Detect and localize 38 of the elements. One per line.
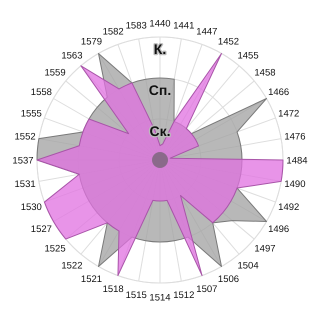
spoke-label: 1440 — [149, 18, 171, 30]
spoke-label: 1579 — [80, 36, 102, 48]
spoke-label: 1472 — [278, 108, 300, 120]
spoke-label: 1492 — [278, 202, 300, 214]
spoke-label: 1522 — [61, 260, 83, 272]
spoke-label: 1559 — [44, 67, 66, 78]
spoke-label: 1537 — [12, 155, 34, 166]
spoke-label: 1458 — [254, 67, 276, 78]
spoke-label: 1466 — [268, 86, 290, 98]
spoke-label: 1447 — [196, 26, 218, 38]
spoke-label: 1506 — [218, 274, 240, 285]
spoke-label: 1582 — [102, 26, 124, 38]
spoke-label: 1555 — [20, 108, 42, 120]
spoke-label: 1476 — [284, 132, 306, 143]
y-tick-label: Сп. — [148, 82, 172, 98]
spoke-label: 1504 — [237, 260, 259, 272]
spoke-label: 1552 — [14, 132, 36, 143]
spoke-label: 1455 — [237, 50, 259, 62]
spoke-label: 1558 — [30, 86, 52, 98]
spoke-label: 1525 — [44, 243, 66, 254]
spoke-label: 1583 — [126, 20, 147, 32]
spoke-label: 1521 — [80, 274, 102, 285]
spoke-label: 1518 — [102, 284, 124, 296]
spoke-label: 1441 — [173, 20, 194, 32]
spoke-label: 1452 — [218, 36, 240, 48]
spoke-label: 1530 — [20, 202, 42, 214]
y-tick-label: К. — [154, 41, 166, 57]
spoke-label: 1515 — [126, 290, 147, 302]
spoke-label: 1497 — [254, 243, 276, 254]
spoke-label: 1527 — [30, 224, 52, 235]
spoke-label: 1490 — [284, 179, 306, 190]
spoke-label: 1512 — [173, 290, 194, 302]
spoke-label: 1496 — [268, 224, 290, 235]
spoke-label: 1531 — [14, 179, 36, 190]
spoke-label: 1507 — [196, 284, 218, 296]
spoke-label: 1563 — [61, 50, 83, 62]
spoke-label: 1514 — [149, 292, 171, 304]
spoke-label: 1484 — [286, 155, 308, 166]
